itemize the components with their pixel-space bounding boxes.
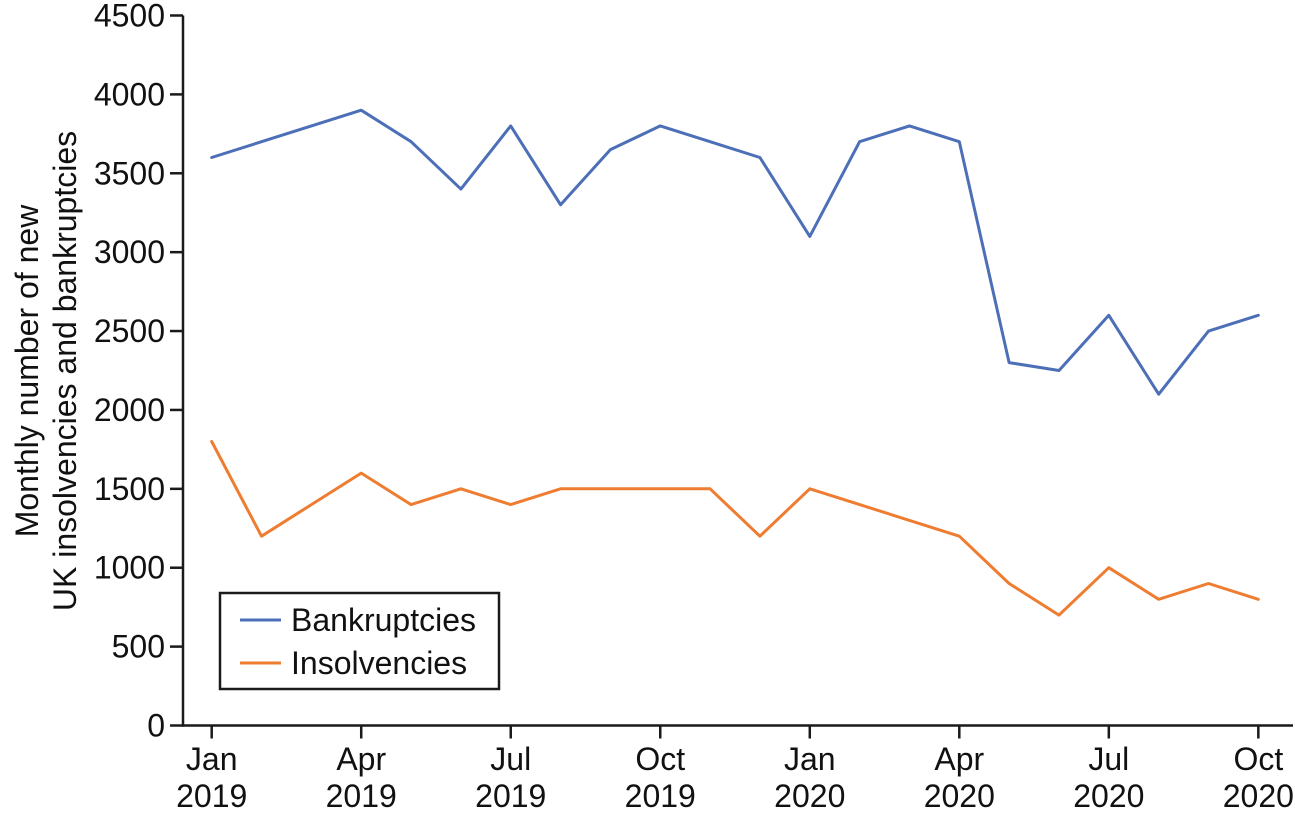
x-tick-label-year: 2020	[774, 778, 845, 814]
x-tick-label-year: 2020	[1073, 778, 1144, 814]
x-tick-label-month: Jan	[186, 741, 238, 777]
bankruptcies-line	[210, 108, 1260, 396]
x-tick-label-month: Jul	[1088, 741, 1129, 777]
x-tick-label-month: Apr	[336, 741, 386, 777]
legend-label-bankruptcies: Bankruptcies	[291, 602, 476, 638]
axes: 0 500 1000 1500 2000 2500 3000 3500 4000 4500 Jan…	[94, 0, 1294, 814]
y-tick-label: 1500	[94, 471, 165, 507]
legend-label-insolvencies: Insolvencies	[291, 645, 467, 681]
x-tick-label-year: 2020	[1223, 778, 1294, 814]
y-tick-label: 3000	[94, 234, 165, 270]
data-series	[210, 108, 1260, 617]
x-tick-label-month: Apr	[934, 741, 984, 777]
y-tick-label: 0	[147, 708, 165, 744]
x-tick-label-month: Jan	[784, 741, 836, 777]
y-tick-label: 4000	[94, 76, 165, 112]
x-tick-label-year: 2019	[625, 778, 696, 814]
x-tick-label-month: Oct	[1233, 741, 1283, 777]
y-axis-label-line1: Monthly number of new	[9, 204, 45, 538]
x-tick-label-year: 2019	[475, 778, 546, 814]
x-tick-label-year: 2019	[176, 778, 247, 814]
insolvencies-line	[210, 440, 1260, 617]
y-tick-label: 3500	[94, 155, 165, 191]
y-axis-label-line2: UK insolvencies and bankruptcies	[47, 131, 83, 611]
legend: Bankruptcies Insolvencies	[218, 591, 501, 691]
x-tick-label-month: Jul	[490, 741, 531, 777]
y-tick-label: 500	[112, 629, 165, 665]
x-axis-ticks: Jan2019Apr2019Jul2019Oct2019Jan2020Apr20…	[176, 725, 1294, 814]
x-tick-label-year: 2019	[326, 778, 397, 814]
y-axis-ticks: 0 500 1000 1500 2000 2500 3000 3500 4000 4500	[94, 0, 183, 744]
y-tick-label: 4500	[94, 0, 165, 34]
x-tick-label-year: 2020	[924, 778, 995, 814]
y-tick-label: 1000	[94, 550, 165, 586]
legend-box	[218, 591, 501, 691]
y-tick-label: 2500	[94, 313, 165, 349]
y-tick-label: 2000	[94, 392, 165, 428]
x-tick-label-month: Oct	[635, 741, 685, 777]
